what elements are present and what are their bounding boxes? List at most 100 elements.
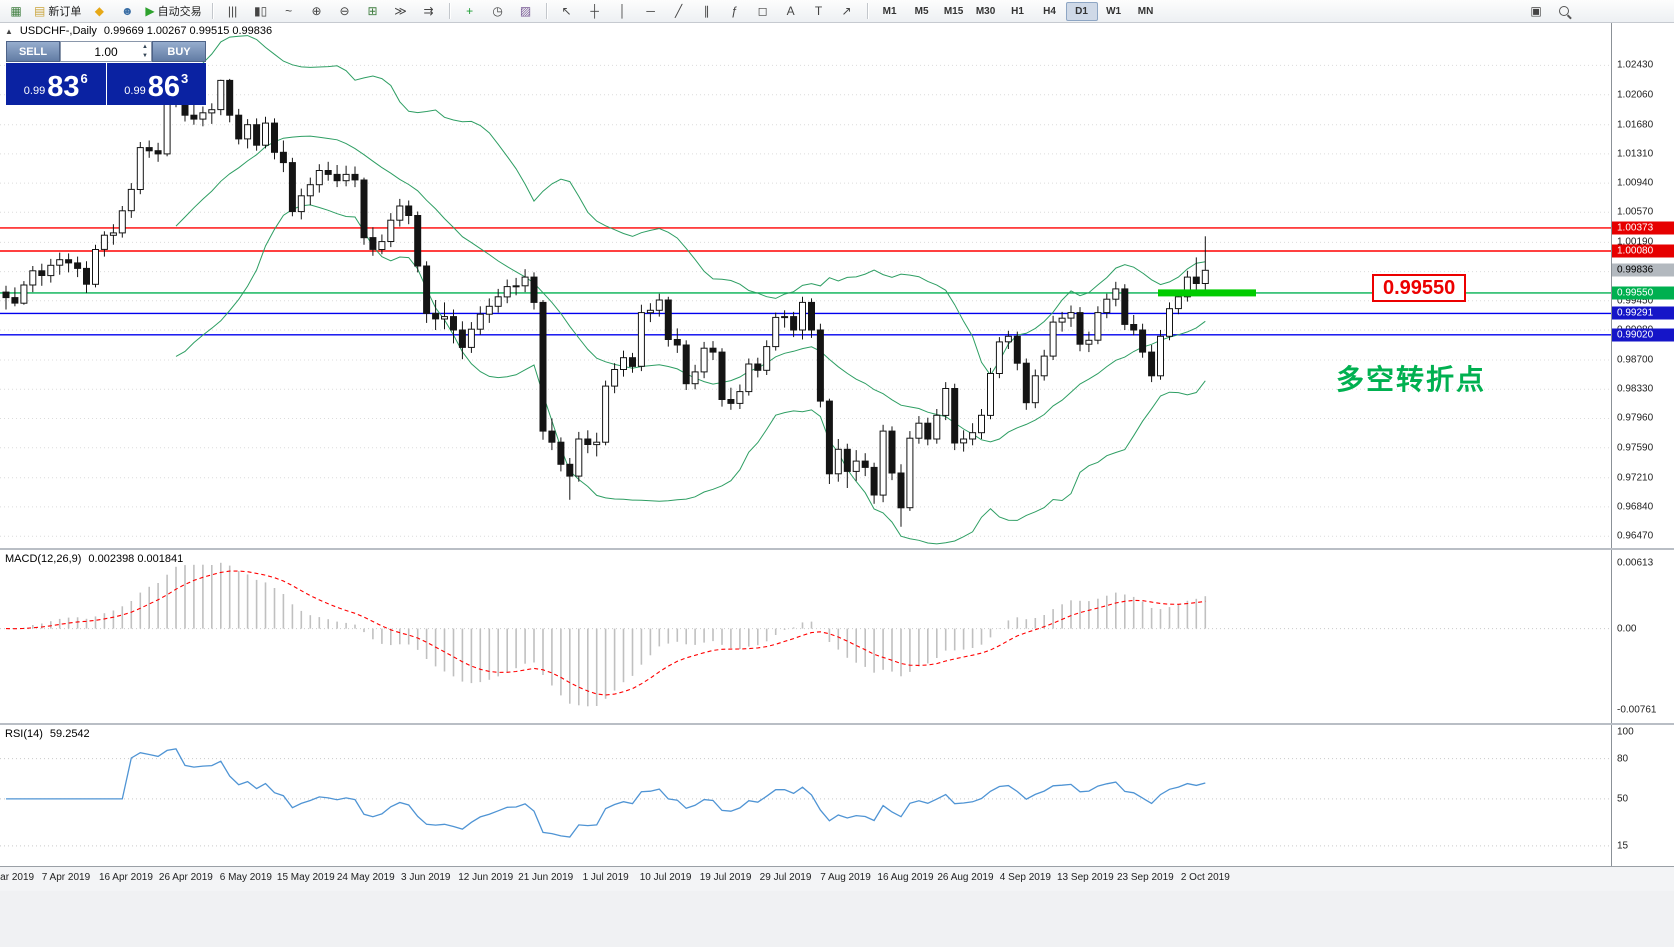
rsi-tick: 15: [1617, 840, 1629, 852]
ohlc-values: 0.99669 1.00267 0.99515 0.99836: [103, 25, 273, 37]
grid-icon: ⊞: [367, 4, 378, 18]
price-tag: 1.00080: [1612, 244, 1674, 258]
timeframe-M5[interactable]: M5: [914, 5, 929, 17]
horizontal-line-button[interactable]: ─: [637, 1, 665, 21]
arrow-tools-button[interactable]: ↗: [833, 1, 861, 21]
fibonacci-retracement-button[interactable]: ƒ: [721, 1, 749, 21]
toolbar-group-0: ▦ ▤ 新订单 ◆ ☻ ▶ 自动交易: [0, 0, 208, 22]
sell-price-sup: 6: [80, 71, 88, 86]
crosshair-button[interactable]: ┼: [581, 1, 609, 21]
text-label-button[interactable]: T: [805, 1, 833, 21]
time-axis[interactable]: 28 Mar 2019 7 Apr 2019 16 Apr 2019 26 Apr 2…: [0, 866, 1674, 891]
rsi-chart[interactable]: [0, 725, 1612, 866]
profiles-button[interactable]: ☻: [113, 1, 141, 21]
timeframe-M15[interactable]: M15: [943, 5, 964, 17]
price-tick: 1.00940: [1617, 177, 1654, 189]
chart-line-button[interactable]: ~: [275, 1, 303, 21]
profiles-icon: ☻: [121, 4, 134, 18]
price-level-label[interactable]: 0.99550: [1372, 274, 1467, 302]
rsi-axis[interactable]: 100 80 50 15: [1611, 725, 1674, 866]
price-tick: 1.01310: [1617, 148, 1654, 160]
timeframe-M30[interactable]: M30: [975, 5, 996, 17]
templates-button[interactable]: ▨: [512, 1, 540, 21]
date-tick: 12 Jun 2019: [458, 872, 514, 883]
volume-spinner[interactable]: ▲ ▼: [142, 43, 148, 61]
pane-splitter[interactable]: [0, 723, 1674, 725]
volume-input[interactable]: 1.00 ▲ ▼: [60, 41, 152, 62]
shapes-button[interactable]: ◻: [749, 1, 777, 21]
new-chart-icon: ▦: [10, 4, 22, 18]
volume-value: 1.00: [94, 44, 118, 59]
timeframe-W1[interactable]: W1: [1106, 5, 1122, 17]
date-tick: 15 May 2019: [276, 872, 335, 883]
cursor-button[interactable]: ↖: [553, 1, 581, 21]
zoom-in-button[interactable]: ⊕: [303, 1, 331, 21]
fibonacci-retracement-icon: ƒ: [731, 4, 738, 18]
chart-candles-button[interactable]: ▮▯: [247, 1, 275, 21]
rsi-header: RSI(14) 59.2542: [5, 728, 90, 740]
volume-down-icon[interactable]: ▼: [142, 53, 148, 59]
new-chart-button[interactable]: ▦: [2, 1, 30, 21]
timeframe-M1[interactable]: M1: [882, 5, 897, 17]
price-tick: 1.02430: [1617, 59, 1654, 71]
date-tick: 10 Jul 2019: [639, 872, 692, 883]
rsi-tick: 100: [1617, 726, 1634, 738]
buy-button[interactable]: BUY: [152, 41, 206, 62]
buy-price-display[interactable]: 0.99 86 3: [106, 63, 206, 105]
autotrading-button[interactable]: ▶ 自动交易: [141, 1, 205, 21]
text-button[interactable]: A: [777, 1, 805, 21]
toolbar-separator: [545, 3, 547, 19]
trendline-icon: ╱: [674, 4, 683, 18]
periods-button[interactable]: ◷: [484, 1, 512, 21]
date-tick: 28 Mar 2019: [0, 872, 35, 883]
date-tick: 29 Jul 2019: [759, 872, 812, 883]
pane-splitter[interactable]: [0, 548, 1674, 550]
price-axis[interactable]: 1.02430 1.02060 1.01680 1.01310 1.00940 1.005…: [1611, 22, 1674, 548]
trendline-button[interactable]: ╱: [665, 1, 693, 21]
timeframe-MN[interactable]: MN: [1137, 5, 1154, 17]
search-icon: [1559, 6, 1569, 16]
chart-title: ▲ USDCHF-,Daily 0.99669 1.00267 0.99515 …: [5, 25, 272, 37]
auto-scroll-button[interactable]: ≫: [387, 1, 415, 21]
chart-window-button[interactable]: ▣: [1522, 1, 1550, 21]
macd-values: 0.002398 0.001841: [88, 553, 184, 565]
zoom-out-button[interactable]: ⊖: [331, 1, 359, 21]
candlestick-chart[interactable]: [0, 22, 1612, 548]
vertical-line-button[interactable]: │: [609, 1, 637, 21]
timeframe-H4[interactable]: H4: [1043, 5, 1056, 17]
rsi-tick: 80: [1617, 753, 1629, 765]
metaeditor-button[interactable]: ◆: [85, 1, 113, 21]
equidistant-channel-button[interactable]: ∥: [693, 1, 721, 21]
autotrading-label: 自动交易: [157, 6, 202, 18]
chart-line-icon: ~: [285, 4, 293, 18]
date-tick: 24 May 2019: [336, 872, 395, 883]
price-tick: 0.97960: [1617, 412, 1654, 424]
toolbar-right-group: ▣: [1522, 0, 1578, 22]
macd-chart[interactable]: [0, 550, 1612, 723]
sell-price-display[interactable]: 0.99 83 6: [6, 63, 106, 105]
collapse-panel-icon[interactable]: ▲: [5, 26, 13, 36]
date-tick: 6 May 2019: [219, 872, 272, 883]
price-tick: 0.97210: [1617, 472, 1654, 484]
timeframe-H1[interactable]: H1: [1011, 5, 1024, 17]
sell-button[interactable]: SELL: [6, 41, 60, 62]
chinese-annotation[interactable]: 多空转折点: [1336, 363, 1487, 396]
date-tick: 13 Sep 2019: [1057, 872, 1114, 883]
timeframe-D1[interactable]: D1: [1065, 1, 1098, 21]
indicators-list-icon: +: [466, 4, 474, 18]
chart-shift-button[interactable]: ⇉: [415, 1, 443, 21]
macd-axis[interactable]: 0.00613 0.00 -0.00761: [1611, 550, 1674, 723]
price-tag: 0.99020: [1612, 328, 1674, 342]
auto-scroll-icon: ≫: [394, 4, 407, 18]
new-order-button[interactable]: ▤ 新订单: [30, 1, 85, 21]
indicators-list-button[interactable]: +: [456, 1, 484, 21]
price-level-label-text: 0.99550: [1383, 277, 1456, 299]
horizontal-line-icon: ─: [646, 4, 655, 18]
price-tick: 0.97590: [1617, 442, 1654, 454]
chart-bars-button[interactable]: |||: [219, 1, 247, 21]
volume-up-icon[interactable]: ▲: [142, 44, 148, 50]
date-tick: 16 Apr 2019: [98, 872, 153, 883]
grid-button[interactable]: ⊞: [359, 1, 387, 21]
search-button[interactable]: [1550, 1, 1578, 21]
arrow-tools-icon: ↗: [841, 4, 852, 18]
